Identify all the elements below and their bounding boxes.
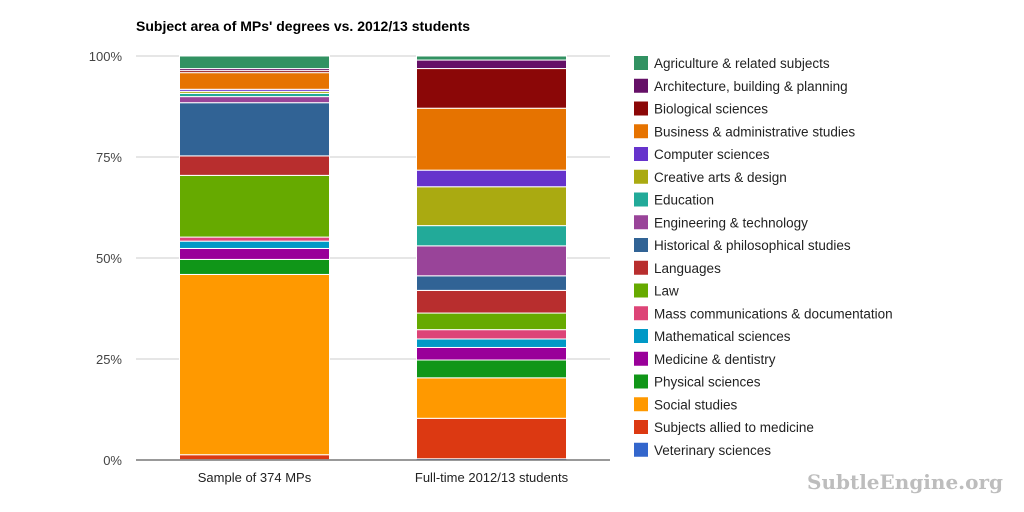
legend-label: Medicine & dentistry xyxy=(654,352,776,367)
bar-segment xyxy=(416,59,567,70)
legend-label: Physical sciences xyxy=(654,375,761,390)
legend-item[interactable]: Engineering & technology xyxy=(634,215,808,230)
y-tick-label: 50% xyxy=(96,251,122,266)
x-category-label: Sample of 374 MPs xyxy=(198,470,312,485)
chart-title: Subject area of MPs' degrees vs. 2012/13… xyxy=(136,18,470,34)
bar-segment xyxy=(416,417,567,460)
legend-swatch xyxy=(634,283,648,298)
bar-segment xyxy=(416,289,567,314)
bar-segment xyxy=(416,338,567,348)
legend-label: Business & administrative studies xyxy=(654,124,855,139)
x-axis-category-labels: Sample of 374 MPs Full-time 2012/13 stude… xyxy=(198,470,569,485)
legend-swatch xyxy=(634,260,648,275)
bar-segment xyxy=(179,55,330,70)
bar-segment xyxy=(416,186,567,227)
bar-stack xyxy=(416,55,567,461)
legend-item[interactable]: Subjects allied to medicine xyxy=(634,420,814,435)
legend-swatch xyxy=(634,124,648,139)
watermark-text: SubtleEngine.org xyxy=(807,470,1003,494)
bar-segment xyxy=(179,96,330,104)
legend-item[interactable]: Mass communications & documentation xyxy=(634,306,893,321)
legend-label: Engineering & technology xyxy=(654,215,808,230)
bar-segment xyxy=(416,225,567,247)
legend-swatch xyxy=(634,101,648,116)
legend-label: Agriculture & related subjects xyxy=(654,56,830,71)
legend-swatch xyxy=(634,169,648,184)
legend-label: Mass communications & documentation xyxy=(654,306,893,321)
legend-swatch xyxy=(634,420,648,434)
bar-segment xyxy=(179,155,330,176)
x-category-label: Full-time 2012/13 students xyxy=(415,470,569,485)
bar-segment xyxy=(416,275,567,291)
legend-item[interactable]: Agriculture & related subjects xyxy=(634,56,830,71)
legend-swatch xyxy=(634,306,648,321)
legend-swatch xyxy=(634,374,648,389)
legend: Agriculture & related subjects Architectu… xyxy=(634,56,893,458)
bar-segment xyxy=(416,312,567,331)
bar-segment xyxy=(179,454,330,461)
legend-swatch xyxy=(634,192,648,207)
legend-label: Biological sciences xyxy=(654,102,768,117)
legend-label: Law xyxy=(654,284,679,299)
bar-segment xyxy=(416,169,567,188)
bar-segment xyxy=(179,72,330,90)
y-tick-label: 0% xyxy=(103,453,122,468)
bars xyxy=(179,55,567,461)
bar-segment xyxy=(416,68,567,109)
bar-segment xyxy=(416,359,567,379)
legend-label: Veterinary sciences xyxy=(654,443,771,458)
legend-item[interactable]: Historical & philosophical studies xyxy=(634,238,851,253)
legend-swatch xyxy=(634,397,648,412)
bar-segment xyxy=(179,258,330,275)
legend-item[interactable]: Law xyxy=(634,283,679,299)
legend-item[interactable]: Business & administrative studies xyxy=(634,124,855,139)
legend-item[interactable]: Architecture, building & planning xyxy=(634,78,848,94)
legend-item[interactable]: Medicine & dentistry xyxy=(634,351,776,367)
y-tick-label: 25% xyxy=(96,352,122,367)
bar-segment xyxy=(416,329,567,340)
legend-item[interactable]: Creative arts & design xyxy=(634,169,787,185)
y-tick-label: 75% xyxy=(96,150,122,165)
legend-label: Mathematical sciences xyxy=(654,329,791,344)
legend-label: Computer sciences xyxy=(654,147,770,162)
bar-segment xyxy=(416,346,567,361)
legend-item[interactable]: Biological sciences xyxy=(634,101,768,117)
legend-swatch xyxy=(634,78,648,93)
legend-item[interactable]: Mathematical sciences xyxy=(634,329,791,344)
legend-swatch xyxy=(634,442,648,457)
legend-label: Social studies xyxy=(654,397,738,412)
legend-item[interactable]: Computer sciences xyxy=(634,147,770,162)
legend-label: Subjects allied to medicine xyxy=(654,420,814,435)
bar-segment xyxy=(179,102,330,157)
legend-swatch xyxy=(634,351,648,366)
bar-segment xyxy=(179,236,330,242)
y-tick-label: 100% xyxy=(89,49,123,64)
legend-item[interactable]: Veterinary sciences xyxy=(634,442,771,458)
bar-segment xyxy=(416,107,567,171)
bar-segment xyxy=(416,245,567,277)
bar-segment xyxy=(416,377,567,419)
legend-swatch xyxy=(634,215,648,230)
legend-swatch xyxy=(634,147,648,161)
legend-item[interactable]: Physical sciences xyxy=(634,374,761,390)
bar-segment xyxy=(179,273,330,456)
legend-label: Creative arts & design xyxy=(654,170,787,185)
legend-item[interactable]: Social studies xyxy=(634,397,738,412)
bar-segment xyxy=(179,247,330,260)
legend-item[interactable]: Languages xyxy=(634,260,721,276)
legend-item[interactable]: Education xyxy=(634,192,714,208)
bar-stack xyxy=(179,55,330,461)
bar-segment xyxy=(179,240,330,249)
y-axis-tick-labels: 0% 25% 50% 75% 100% xyxy=(89,49,123,468)
legend-label: Languages xyxy=(654,261,721,276)
legend-label: Education xyxy=(654,193,714,208)
legend-swatch xyxy=(634,238,648,252)
legend-label: Historical & philosophical studies xyxy=(654,238,851,253)
legend-label: Architecture, building & planning xyxy=(654,79,848,94)
legend-swatch xyxy=(634,329,648,343)
bar-segment xyxy=(179,174,330,238)
bar-segment xyxy=(416,55,567,61)
legend-swatch xyxy=(634,56,648,70)
